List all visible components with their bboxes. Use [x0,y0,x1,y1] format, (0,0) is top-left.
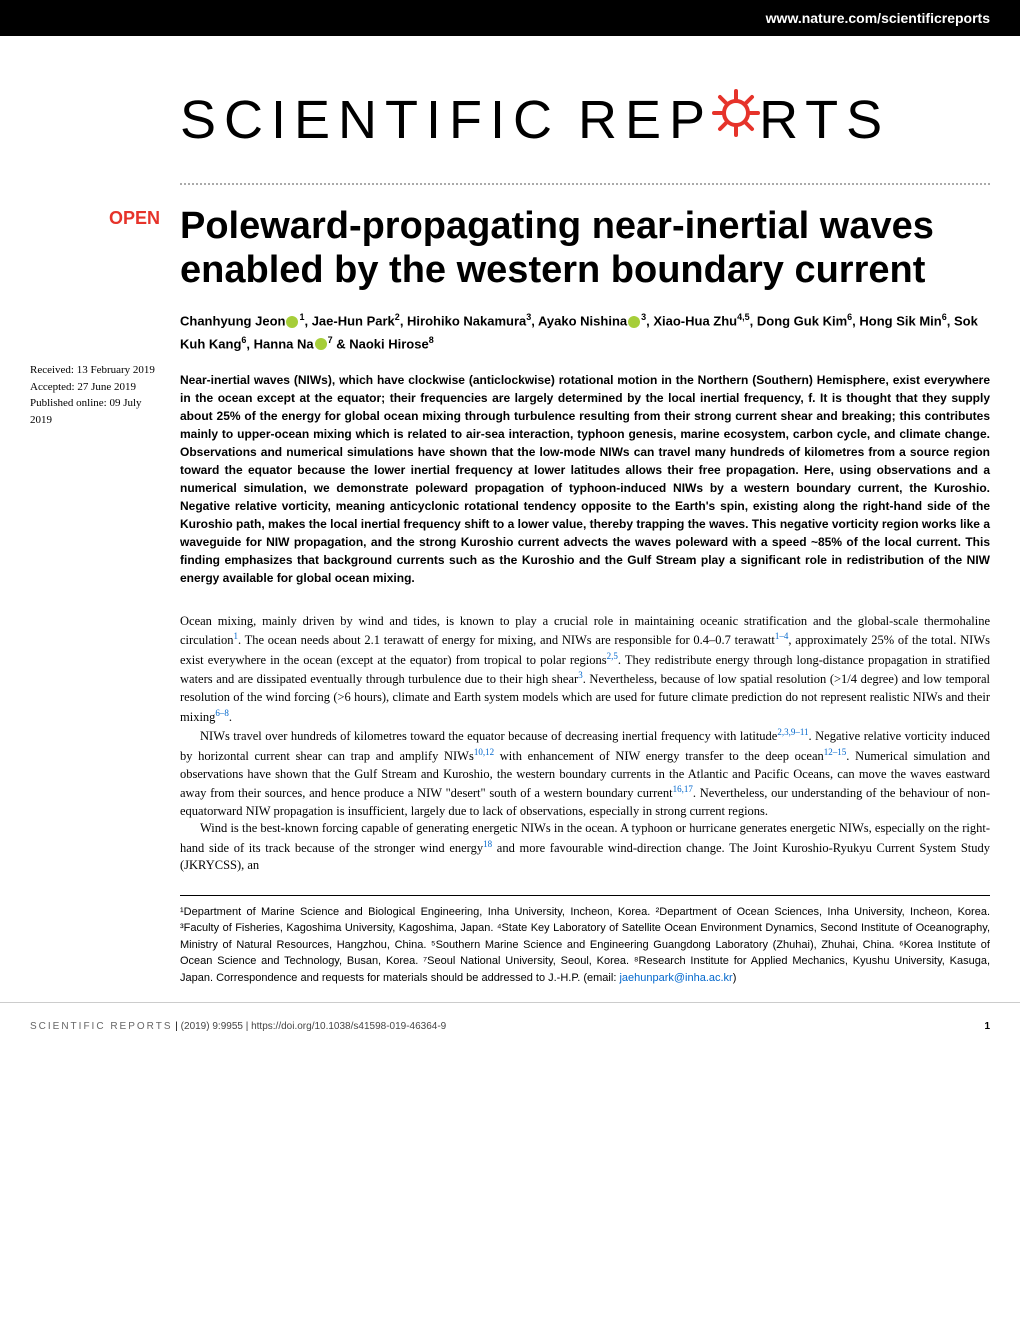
journal-logo: SCIENTIFIC REP [0,36,1020,183]
site-url[interactable]: www.nature.com/scientificreports [766,10,990,26]
abstract: Near-inertial waves (NIWs), which have c… [180,371,990,587]
logo-word-2a: REP [578,89,713,151]
page-number: 1 [984,1021,990,1032]
ref-link[interactable]: 3 [578,670,583,680]
article-title: Poleward-propagating near-inertial waves… [180,205,990,292]
footer-citation: (2019) 9:9955 | https://doi.org/10.1038/… [181,1021,447,1032]
footer-journal: SCIENTIFIC REPORTS [30,1021,173,1032]
corresponding-email[interactable]: jaehunpark@inha.ac.kr [619,972,732,984]
body-para-1: Ocean mixing, mainly driven by wind and … [180,613,990,727]
date-received: Received: 13 February 2019 [30,362,160,379]
article-body: Ocean mixing, mainly driven by wind and … [180,613,990,875]
ref-link[interactable]: 18 [483,839,492,849]
orcid-icon[interactable] [315,338,327,350]
left-sidebar: OPEN Received: 13 February 2019 Accepted… [30,205,180,875]
body-para-2: NIWs travel over hundreds of kilometres … [180,726,990,820]
ref-link[interactable]: 2,3,9–11 [777,727,808,737]
ref-link[interactable]: 6–8 [215,708,229,718]
date-published: Published online: 09 July 2019 [30,395,160,428]
ref-link[interactable]: 12–15 [824,747,847,757]
affiliations-text: ¹Department of Marine Science and Biolog… [180,906,990,984]
logo-word-1: SCIENTIFIC [180,89,560,151]
author-list: Chanhyung Jeon1, Jae-Hun Park2, Hirohiko… [180,310,990,354]
article-main: Poleward-propagating near-inertial waves… [180,205,990,875]
page-footer: SCIENTIFIC REPORTS | (2019) 9:9955 | htt… [0,1002,1020,1046]
ref-link[interactable]: 1–4 [775,631,789,641]
affiliations-close: ) [733,972,737,984]
open-access-badge: OPEN [30,205,160,232]
date-accepted: Accepted: 27 June 2019 [30,379,160,396]
ref-link[interactable]: 1 [233,631,238,641]
ref-link[interactable]: 10,12 [474,747,494,757]
gear-icon [709,86,763,153]
ref-link[interactable]: 2,5 [607,651,618,661]
orcid-icon[interactable] [628,316,640,328]
site-header: www.nature.com/scientificreports [0,0,1020,36]
affiliations: ¹Department of Marine Science and Biolog… [180,895,990,987]
logo-word-2b: RTS [759,89,890,151]
ref-link[interactable]: 16,17 [673,784,693,794]
orcid-icon[interactable] [286,316,298,328]
body-para-3: Wind is the best-known forcing capable o… [180,820,990,875]
